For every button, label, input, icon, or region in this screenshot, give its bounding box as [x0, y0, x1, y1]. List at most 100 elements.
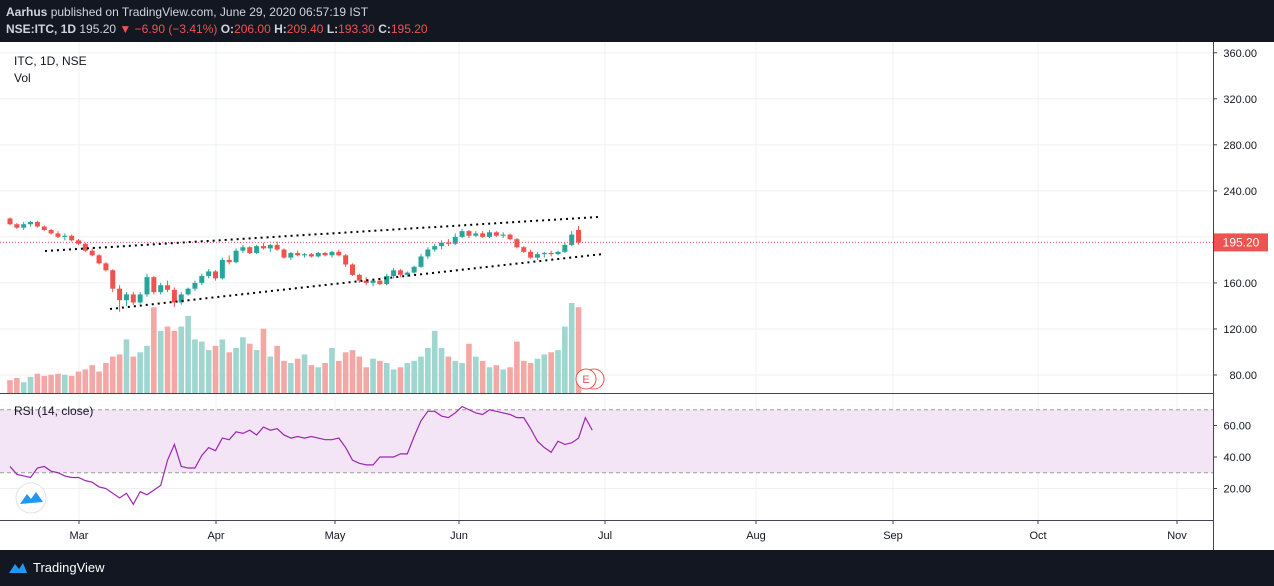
candle[interactable]: [199, 273, 205, 286]
candle[interactable]: [7, 217, 13, 226]
volume-bar: [548, 352, 554, 393]
candle[interactable]: [528, 249, 534, 259]
candle[interactable]: [356, 273, 362, 283]
candle[interactable]: [295, 250, 301, 257]
candle[interactable]: [391, 267, 397, 279]
candle[interactable]: [384, 273, 390, 286]
candle[interactable]: [411, 265, 417, 274]
candle[interactable]: [576, 226, 582, 245]
candle[interactable]: [117, 285, 123, 312]
candle[interactable]: [103, 262, 109, 272]
candle[interactable]: [329, 250, 335, 258]
candle[interactable]: [130, 292, 136, 305]
candle[interactable]: [137, 292, 143, 304]
candle[interactable]: [281, 248, 287, 259]
candle[interactable]: [82, 242, 88, 252]
candle[interactable]: [226, 255, 232, 265]
candle[interactable]: [350, 263, 355, 277]
candle[interactable]: [308, 252, 314, 258]
earnings-marker[interactable]: E: [575, 368, 605, 390]
candle[interactable]: [14, 223, 20, 229]
candle[interactable]: [548, 250, 554, 257]
chart-canvas[interactable]: 360.00320.00280.00240.00200.00160.00120.…: [0, 42, 1274, 550]
candle[interactable]: [274, 241, 280, 251]
candle[interactable]: [110, 269, 116, 293]
candle[interactable]: [178, 292, 184, 305]
candle[interactable]: [240, 244, 246, 253]
candle[interactable]: [267, 243, 273, 252]
candle[interactable]: [206, 269, 212, 279]
footer-bar: TradingView: [0, 550, 1274, 586]
candle[interactable]: [480, 231, 486, 239]
volume-bar: [260, 328, 267, 393]
candle[interactable]: [21, 221, 27, 230]
candle[interactable]: [233, 248, 239, 264]
candle[interactable]: [69, 234, 75, 242]
candle[interactable]: [562, 242, 568, 253]
candle[interactable]: [493, 231, 499, 237]
volume-bar: [41, 375, 48, 393]
candle[interactable]: [151, 276, 157, 295]
candle[interactable]: [144, 273, 150, 297]
candle[interactable]: [28, 220, 34, 227]
candle[interactable]: [123, 292, 129, 306]
candle[interactable]: [404, 271, 410, 278]
candle[interactable]: [514, 238, 520, 249]
candle[interactable]: [555, 250, 561, 256]
trend-lines[interactable]: [44, 216, 604, 310]
chart-area[interactable]: 360.00320.00280.00240.00200.00160.00120.…: [0, 42, 1274, 550]
candle[interactable]: [55, 231, 61, 239]
candle[interactable]: [62, 233, 68, 241]
candle[interactable]: [459, 228, 465, 239]
candle[interactable]: [213, 270, 218, 281]
high-label: H:: [274, 22, 287, 36]
candle[interactable]: [171, 287, 177, 308]
candle[interactable]: [507, 233, 513, 241]
candle[interactable]: [432, 243, 438, 252]
candle[interactable]: [569, 231, 575, 247]
candle[interactable]: [219, 257, 225, 280]
candle[interactable]: [534, 251, 540, 260]
candle[interactable]: [418, 254, 424, 268]
candle[interactable]: [343, 254, 349, 267]
candle[interactable]: [89, 248, 95, 257]
author-name[interactable]: Aarhus: [6, 5, 48, 19]
candle[interactable]: [473, 231, 479, 237]
tradingview-logo[interactable]: TradingView: [8, 560, 105, 575]
candle[interactable]: [452, 233, 458, 245]
volume-bar: [541, 354, 548, 393]
candle[interactable]: [165, 280, 171, 293]
candle[interactable]: [521, 246, 527, 253]
candle[interactable]: [260, 242, 266, 250]
candle[interactable]: [487, 229, 492, 239]
candle[interactable]: [363, 277, 369, 286]
candle[interactable]: [541, 251, 547, 258]
time-axis[interactable]: Mar Apr May Jun Jul Aug Sep Oct Nov: [70, 520, 1188, 542]
candle[interactable]: [397, 269, 403, 278]
candle[interactable]: [336, 249, 342, 257]
candle[interactable]: [500, 232, 506, 239]
candle[interactable]: [302, 252, 308, 258]
candle[interactable]: [322, 251, 328, 257]
candle[interactable]: [96, 254, 102, 265]
lower-trend-line[interactable]: [109, 253, 604, 310]
price-axis[interactable]: 360.00320.00280.00240.00200.00160.00120.…: [1213, 48, 1257, 382]
candle[interactable]: [185, 287, 191, 296]
time-tick-label: Aug: [746, 530, 766, 542]
candle[interactable]: [192, 280, 198, 291]
candle[interactable]: [466, 229, 472, 239]
upper-trend-line[interactable]: [44, 216, 599, 252]
candle[interactable]: [425, 247, 431, 259]
candle[interactable]: [445, 239, 451, 247]
candle[interactable]: [34, 220, 40, 228]
candle[interactable]: [41, 225, 47, 232]
candle[interactable]: [158, 282, 164, 295]
candle[interactable]: [48, 228, 54, 235]
candle[interactable]: [439, 240, 445, 250]
candle[interactable]: [315, 251, 321, 258]
candle[interactable]: [254, 244, 260, 255]
candle[interactable]: [288, 251, 294, 260]
candlesticks[interactable]: [7, 217, 582, 312]
candle[interactable]: [247, 246, 253, 255]
rsi-axis[interactable]: 60.00 40.00 20.00: [1213, 421, 1251, 496]
